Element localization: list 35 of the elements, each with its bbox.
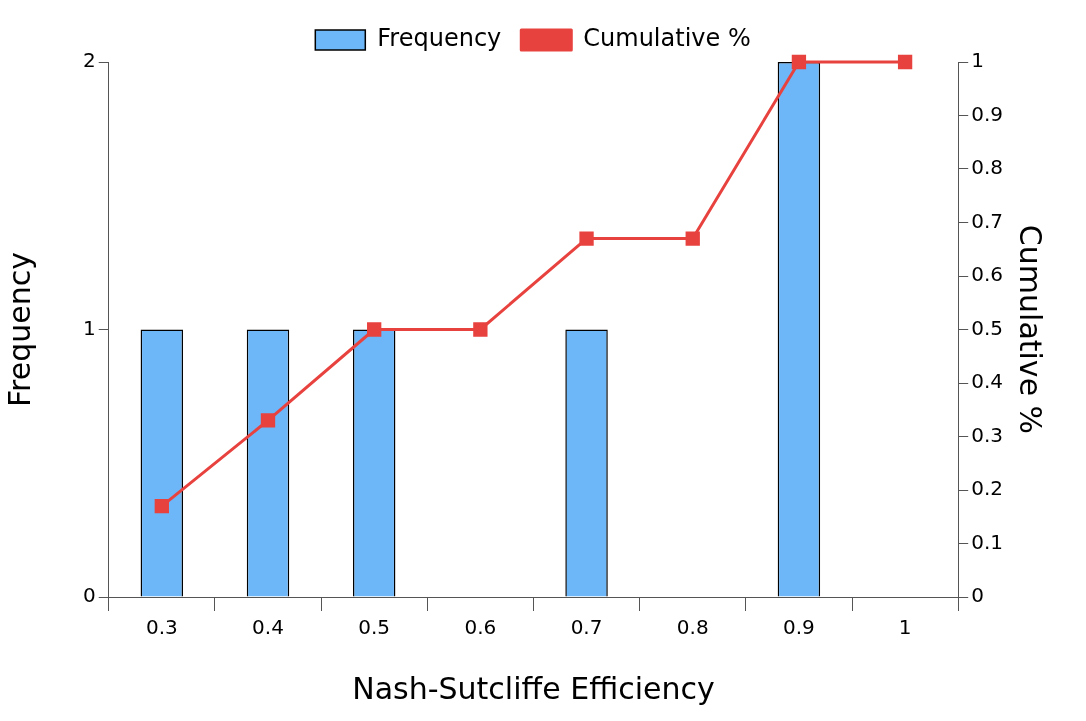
y2-tick-label: 0.5	[971, 315, 1004, 340]
legend-label: Frequency	[377, 24, 502, 53]
point	[685, 231, 700, 246]
y-tick-label: 2	[82, 48, 96, 73]
y-tick-label: 1	[82, 315, 96, 340]
point	[154, 498, 169, 514]
y2-tick-label: 0.3	[971, 422, 1004, 447]
y2-tick-label: 1	[971, 48, 984, 73]
x-axis-title: Nash-Sutcliffe Efficiency	[352, 670, 715, 706]
y2-tick-label: 0.7	[971, 208, 1004, 233]
x-tick-label: 0.5	[358, 615, 391, 640]
y2-tick-label: 0.6	[971, 262, 1004, 287]
point	[473, 322, 488, 337]
x-tick-label: 0.3	[145, 615, 178, 640]
point	[579, 231, 594, 246]
x-tick-label: 0.4	[252, 615, 284, 640]
legend-label: Cumulative %	[583, 24, 751, 53]
y2-tick-label: 0.2	[971, 476, 1004, 501]
x-tick-label: 0.7	[570, 615, 603, 640]
point	[897, 54, 913, 70]
x-tick-label: 0.6	[464, 615, 497, 640]
point	[791, 54, 807, 70]
y2-tick-label: 0.4	[971, 369, 1004, 394]
y2-tick-label: 0.1	[971, 529, 1004, 554]
y2-tick-label: 0.8	[971, 155, 1004, 180]
x-tick-label: 0.8	[676, 615, 709, 640]
x-tick-label: 1	[898, 615, 912, 640]
y2-axis-title: Cumulative %	[1013, 224, 1049, 435]
y2-tick-label: 0.9	[971, 101, 1004, 126]
point	[260, 413, 276, 428]
x-tick-label: 0.9	[783, 615, 815, 640]
point	[367, 322, 382, 337]
y-tick-label: 0	[82, 583, 96, 608]
y2-tick-label: 0	[971, 583, 984, 608]
y-axis-title: Frequency	[1, 252, 37, 407]
